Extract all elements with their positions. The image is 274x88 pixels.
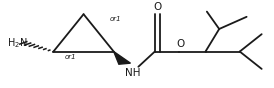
Text: O: O (176, 39, 184, 49)
Text: NH: NH (125, 68, 140, 78)
Text: or1: or1 (64, 54, 76, 60)
Text: or1: or1 (110, 16, 121, 22)
Polygon shape (114, 52, 130, 64)
Text: $\mathsf{H_2N}$: $\mathsf{H_2N}$ (7, 36, 27, 50)
Text: O: O (153, 2, 161, 12)
